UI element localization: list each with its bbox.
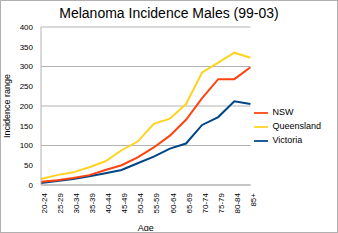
svg-text:300: 300 (20, 62, 34, 71)
svg-text:55-59: 55-59 (152, 192, 161, 213)
svg-text:35-39: 35-39 (88, 192, 97, 213)
svg-text:Age: Age (138, 223, 154, 231)
html-text:Queensland: Queensland (272, 121, 321, 132)
svg-text:100: 100 (20, 141, 34, 150)
svg-text:0: 0 (29, 181, 34, 190)
svg-text:150: 150 (20, 122, 34, 131)
svg-text:45-49: 45-49 (120, 192, 129, 213)
html-text:NSW: NSW (272, 107, 294, 118)
html-text:Victoria: Victoria (272, 135, 303, 146)
svg-text:50-54: 50-54 (136, 192, 145, 213)
svg-text:400: 400 (20, 23, 34, 32)
svg-text:50: 50 (24, 161, 33, 170)
svg-text:30-34: 30-34 (72, 192, 81, 213)
svg-text:350: 350 (20, 43, 34, 52)
svg-text:65-69: 65-69 (185, 192, 194, 213)
svg-text:40-44: 40-44 (104, 192, 113, 213)
html-text:Melanoma Incidence Males (99-0: Melanoma Incidence Males (99-03) (59, 5, 279, 21)
svg-text:60-64: 60-64 (169, 192, 178, 213)
svg-text:Incidence range: Incidence range (8, 74, 12, 138)
svg-text:70-74: 70-74 (201, 192, 210, 213)
svg-text:25-29: 25-29 (56, 192, 65, 213)
svg-text:20-24: 20-24 (40, 192, 49, 213)
svg-text:250: 250 (20, 82, 34, 91)
svg-text:75-79: 75-79 (217, 192, 226, 213)
svg-text:85+: 85+ (249, 193, 258, 207)
svg-text:80-84: 80-84 (233, 192, 242, 213)
svg-text:200: 200 (20, 102, 34, 111)
